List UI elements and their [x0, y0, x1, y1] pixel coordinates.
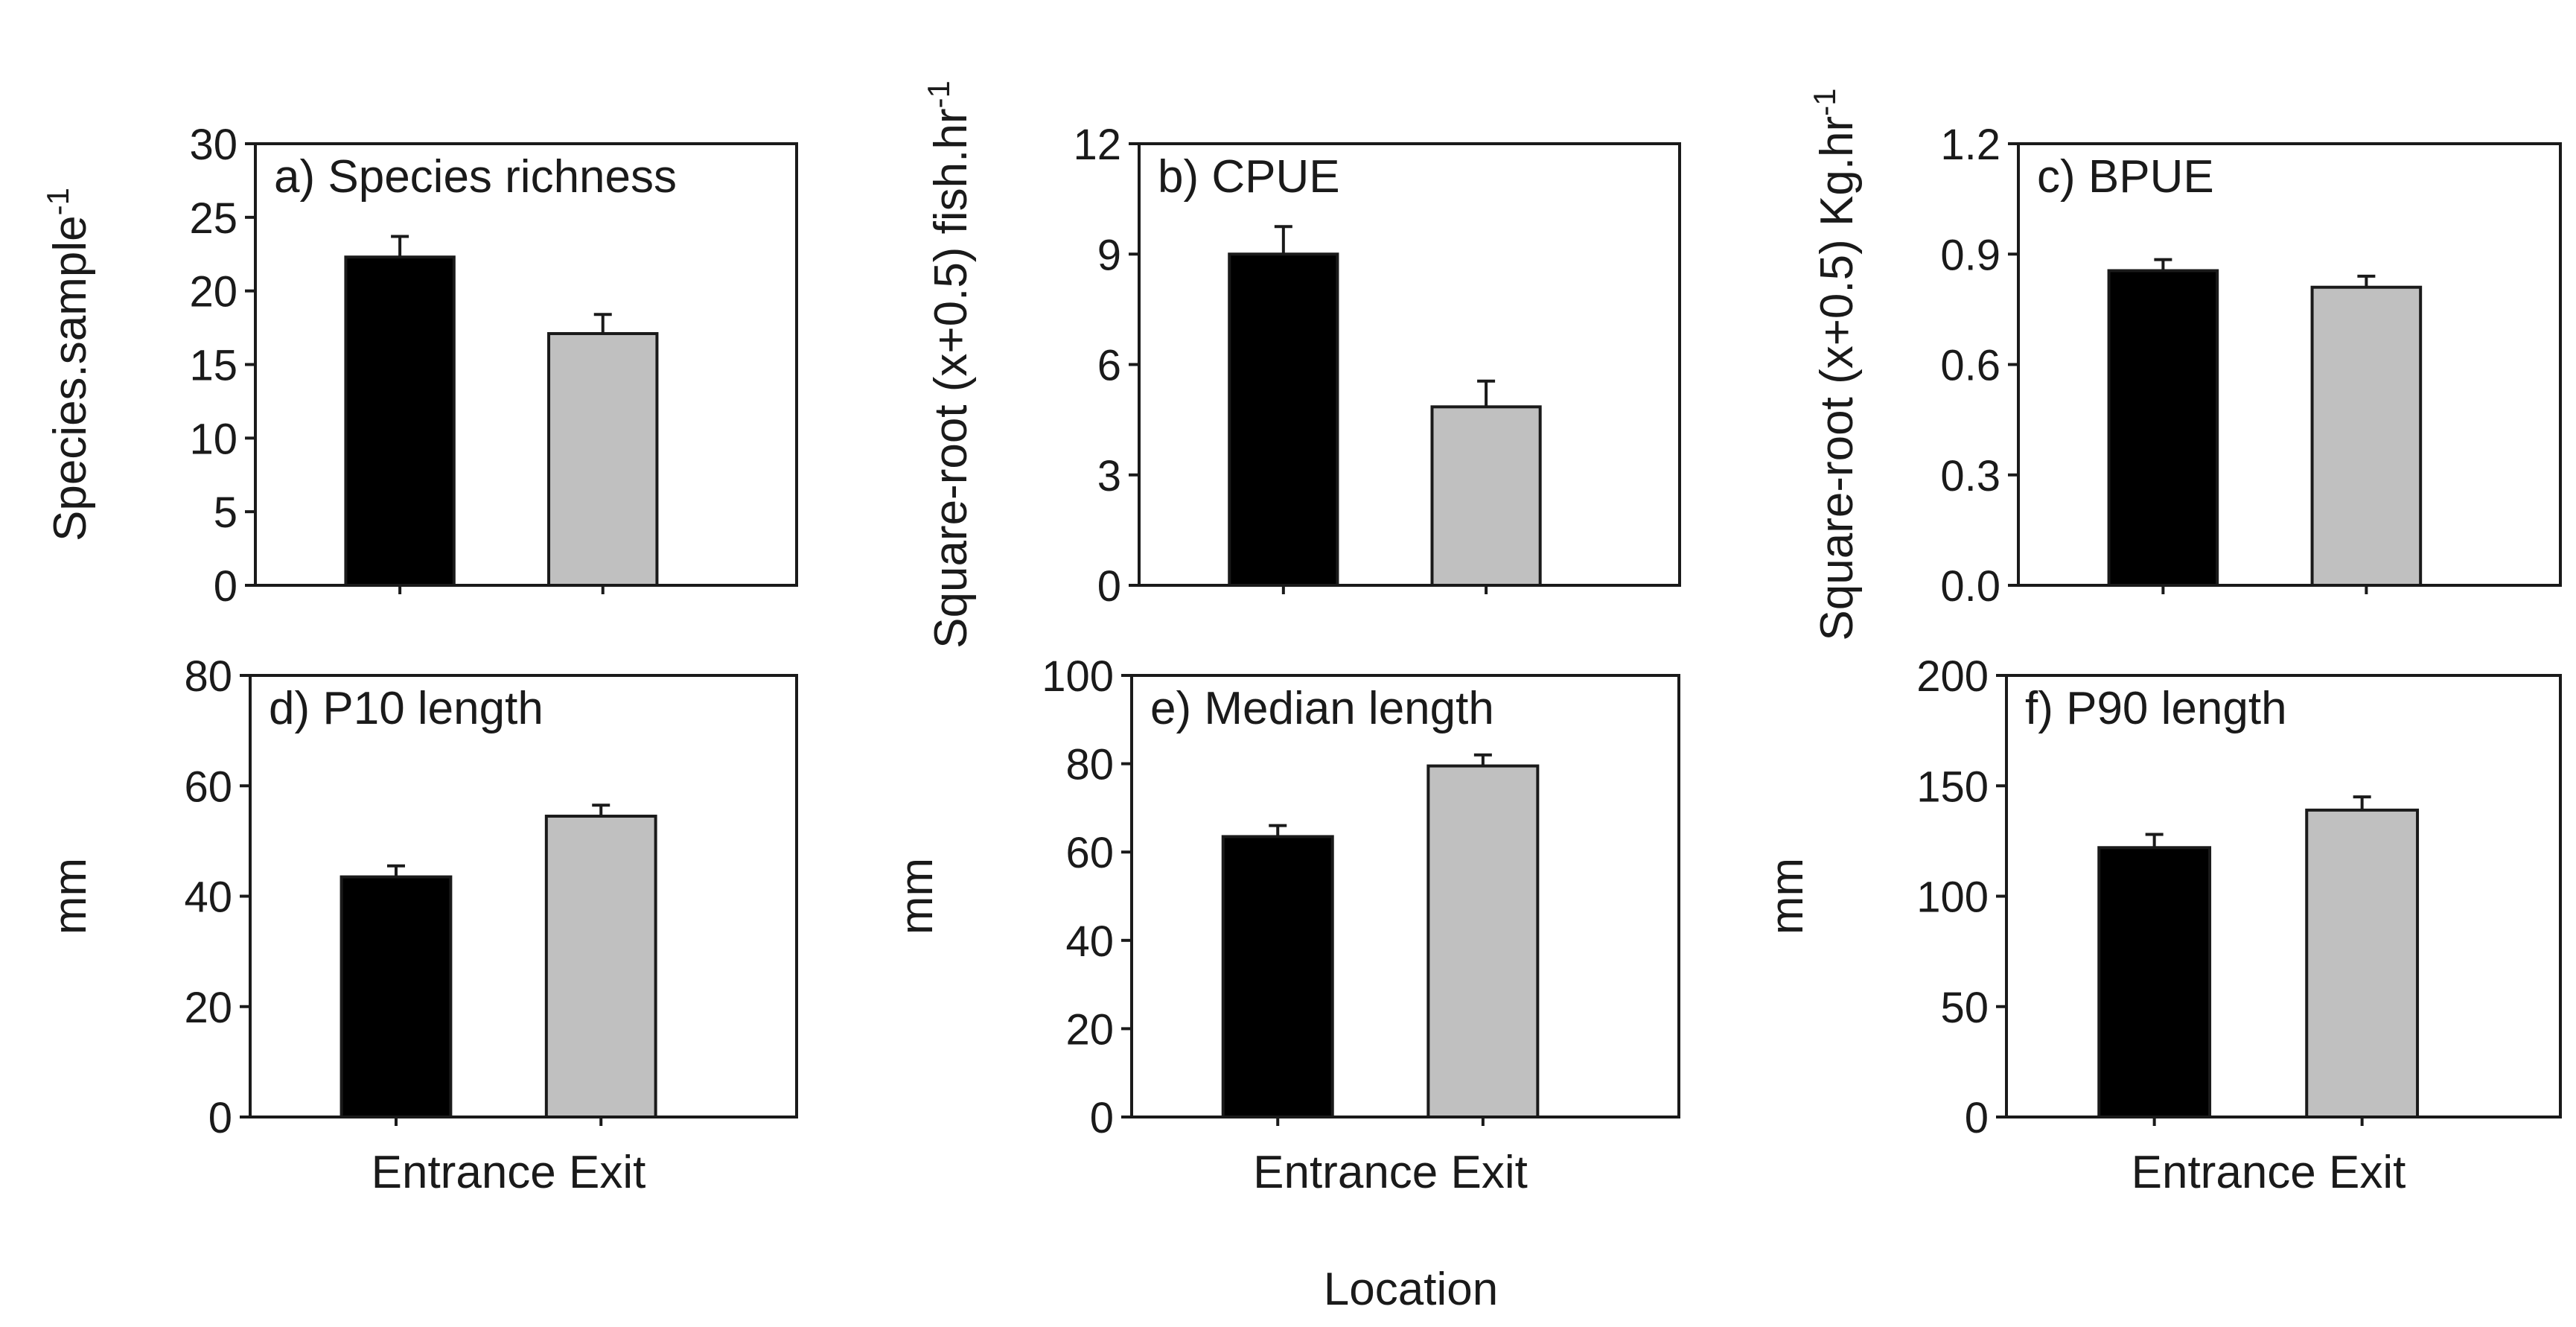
y-tick-label: 20 — [1065, 1005, 1114, 1054]
y-tick-label: 25 — [189, 194, 237, 243]
bar-entrance — [1221, 835, 1334, 1118]
bar-exit — [547, 331, 659, 587]
panel-f-title: f) P90 length — [2025, 683, 2287, 734]
y-tick-label: 40 — [184, 873, 232, 922]
panel-c: 0.0 0.3 0.6 0.9 1.2 c) BPUE Square-root (x+0.5… — [1807, 88, 2562, 641]
bar-exit — [1430, 405, 1542, 587]
bar-exit — [544, 815, 657, 1119]
y-tick-label: 0 — [1097, 562, 1121, 611]
panel-d-y-axis-label: mm — [45, 858, 96, 935]
y-tick-label: 0.6 — [1940, 342, 2000, 390]
panel-a-frame — [254, 142, 798, 587]
y-tick-label: 80 — [1065, 741, 1114, 789]
y-tick-label: 10 — [189, 415, 237, 463]
panel-c-frame — [2017, 142, 2562, 587]
panel-d-frame — [249, 674, 798, 1118]
panel-d-title: d) P10 length — [269, 683, 543, 734]
bar-exit — [2310, 285, 2423, 587]
panel-f-x-tick-labels: Entrance Exit — [2132, 1147, 2406, 1198]
y-tick-label: 60 — [184, 763, 232, 811]
y-tick-label: 60 — [1065, 829, 1114, 877]
panel-b-y-axis-label: Square-root (x+0.5) fish.hr-1 — [921, 80, 978, 649]
y-tick-label: 80 — [184, 652, 232, 701]
y-tick-label: 50 — [1940, 984, 1989, 1032]
y-tick-label: 0 — [214, 562, 237, 611]
panel-e: 0 20 40 60 80 100 e) Median length mm Entrance E… — [891, 652, 1680, 1198]
panel-e-frame — [1130, 674, 1680, 1118]
panel-a: 0 5 10 15 20 25 30 a) Species richness Species.s… — [40, 121, 798, 611]
y-tick-label: 1.2 — [1940, 121, 2000, 169]
panel-b-frame — [1138, 142, 1681, 587]
y-tick-label: 9 — [1097, 231, 1121, 279]
bar-entrance — [2107, 269, 2219, 587]
panel-a-y-axis-label: Species.sample-1 — [40, 188, 97, 541]
panel-e-y-axis-label: mm — [891, 858, 943, 935]
bar-entrance — [2097, 846, 2212, 1119]
panel-e-x-tick-labels: Entrance Exit — [1253, 1147, 1528, 1198]
y-tick-label: 5 — [214, 489, 237, 537]
panel-f: 0 50 100 150 200 f) P90 length mm Entrance Exit — [1762, 652, 2562, 1198]
bar-exit — [2305, 808, 2420, 1118]
y-tick-label: 15 — [189, 342, 237, 390]
y-tick-label: 6 — [1097, 342, 1121, 390]
y-tick-label: 100 — [1042, 652, 1114, 701]
y-tick-label: 0.9 — [1940, 231, 2000, 279]
y-tick-label: 30 — [189, 121, 237, 169]
panel-c-title: c) BPUE — [2037, 151, 2214, 203]
y-tick-label: 3 — [1097, 452, 1121, 500]
y-tick-label: 40 — [1065, 917, 1114, 966]
panel-f-y-axis-label: mm — [1762, 858, 1813, 935]
bar-entrance — [344, 255, 456, 587]
panel-a-title: a) Species richness — [274, 151, 677, 203]
panel-d-x-tick-labels: Entrance Exit — [372, 1147, 646, 1198]
panel-d: 0 20 40 60 80 d) P10 length mm Entrance Exit — [45, 652, 798, 1198]
y-tick-label: 20 — [189, 268, 237, 316]
y-tick-label: 200 — [1916, 652, 1989, 701]
panel-c-y-axis-label: Square-root (x+0.5) Kg.hr-1 — [1807, 88, 1864, 640]
y-tick-label: 0 — [1965, 1094, 1989, 1142]
y-tick-label: 0.3 — [1940, 452, 2000, 500]
y-tick-label: 12 — [1073, 121, 1121, 169]
y-tick-label: 0 — [1090, 1094, 1114, 1142]
bar-exit — [1426, 764, 1540, 1118]
y-tick-label: 100 — [1916, 873, 1989, 922]
panel-e-title: e) Median length — [1150, 683, 1494, 734]
figure-x-axis-label: Location — [1324, 1264, 1498, 1315]
panel-f-frame — [2005, 674, 2562, 1118]
y-tick-label: 0.0 — [1940, 562, 2000, 611]
panel-b-title: b) CPUE — [1158, 151, 1340, 203]
bar-entrance — [1228, 252, 1339, 587]
panel-b: 0 3 6 9 12 b) CPUE Square-root (x+0.5) fish.hr… — [921, 80, 1681, 649]
y-tick-label: 20 — [184, 984, 232, 1032]
bar-entrance — [339, 875, 453, 1119]
y-tick-label: 0 — [208, 1094, 232, 1142]
y-tick-label: 150 — [1916, 763, 1989, 811]
